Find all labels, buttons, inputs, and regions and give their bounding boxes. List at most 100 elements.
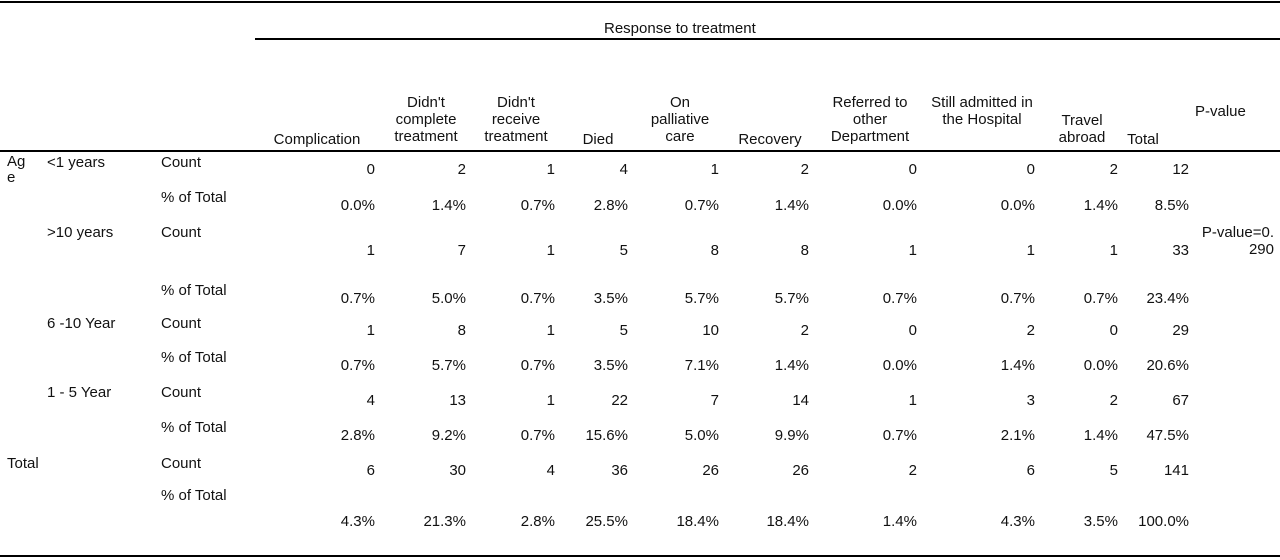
count-cell: 2 [800,161,809,178]
row-variable-label: Age [7,153,26,186]
percent-cell: 0.7% [520,357,555,374]
col-header-total: Total [1127,131,1159,148]
count-cell: 1 [908,392,917,409]
percent-cell: 1.4% [882,513,917,530]
col-header-didnt-complete: Didn't complete treatment [394,94,458,145]
count-cell: 5 [619,242,628,259]
percent-cell: 0.0% [1000,197,1035,214]
percent-cell: 0.7% [520,290,555,307]
percent-cell: 2.8% [340,427,375,444]
col-header-palliative: On palliative care [650,94,710,145]
col-header-didnt-receive: Didn't receive treatment [484,94,548,145]
count-cell: 14 [792,392,809,409]
count-cell: 7 [710,392,719,409]
count-cell: 5 [619,322,628,339]
count-cell: 5 [1109,462,1118,479]
count-cell: 29 [1172,322,1189,339]
percent-cell: 0.7% [1000,290,1035,307]
col-header-still-admitted: Still admitted in the Hospital [931,94,1033,128]
count-cell: 6 [366,462,375,479]
count-cell: 10 [702,322,719,339]
count-cell: 0 [1109,322,1118,339]
percent-cell: 1.4% [431,197,466,214]
percent-cell: 2.8% [520,513,555,530]
percent-cell: 2.8% [593,197,628,214]
count-cell: 2 [1109,392,1118,409]
percent-cell: 20.6% [1146,357,1189,374]
percent-cell: 9.2% [431,427,466,444]
percent-cell: 0.7% [1083,290,1118,307]
percent-cell: 0.7% [882,290,917,307]
percent-cell: 100.0% [1138,513,1189,530]
stat-label-count: Count [161,315,202,332]
stat-label-pct: % of Total [161,487,227,504]
percent-cell: 3.5% [593,357,628,374]
percent-cell: 0.0% [882,357,917,374]
col-header-complication: Complication [273,131,361,148]
count-cell: 1 [366,322,375,339]
count-cell: 1 [1109,242,1118,259]
count-cell: 0 [908,322,917,339]
percent-cell: 5.7% [684,290,719,307]
count-cell: 1 [546,392,555,409]
count-cell: 1 [546,242,555,259]
count-cell: 2 [457,161,466,178]
table-top-rule [0,1,1280,3]
percent-cell: 0.7% [340,357,375,374]
percent-cell: 1.4% [774,197,809,214]
col-header-referred: Referred to other Department [830,94,910,145]
group-label-1-5: 1 - 5 Year [47,384,112,401]
percent-cell: 0.0% [1083,357,1118,374]
count-cell: 8 [800,242,809,259]
count-cell: 6 [1026,462,1035,479]
percent-cell: 4.3% [1000,513,1035,530]
count-cell: 30 [449,462,466,479]
percent-cell: 3.5% [1083,513,1118,530]
stat-label-pct: % of Total [161,419,227,436]
percent-cell: 1.4% [1000,357,1035,374]
spanner-header: Response to treatment [604,20,756,37]
percent-cell: 15.6% [585,427,628,444]
percent-cell: 2.1% [1000,427,1035,444]
count-cell: 22 [611,392,628,409]
percent-cell: 4.3% [340,513,375,530]
stat-label-pct: % of Total [161,349,227,366]
percent-cell: 7.1% [684,357,719,374]
count-cell: 1 [366,242,375,259]
percent-cell: 25.5% [585,513,628,530]
percent-cell: 3.5% [593,290,628,307]
percent-cell: 0.0% [882,197,917,214]
total-row-label: Total [7,455,39,472]
percent-cell: 0.7% [340,290,375,307]
count-cell: 141 [1163,462,1189,479]
header-bottom-rule [0,150,1280,152]
percent-cell: 0.7% [520,197,555,214]
spanner-rule [255,38,1280,40]
count-cell: 4 [366,392,375,409]
count-cell: 0 [1026,161,1035,178]
count-cell: 1 [710,161,719,178]
percent-cell: 0.7% [684,197,719,214]
count-cell: 0 [908,161,917,178]
count-cell: 3 [1026,392,1035,409]
percent-cell: 9.9% [774,427,809,444]
percent-cell: 0.7% [520,427,555,444]
table-bottom-rule [0,555,1280,557]
count-cell: 8 [457,322,466,339]
count-cell: 12 [1172,161,1189,178]
count-cell: 8 [710,242,719,259]
count-cell: 2 [908,462,917,479]
col-header-travel-abroad: Travel abroad [1058,112,1106,146]
percent-cell: 5.0% [431,290,466,307]
percent-cell: 5.7% [431,357,466,374]
group-label-6-10: 6 -10 Year [47,315,116,332]
stat-label-pct: % of Total [161,189,227,206]
stat-label-pct: % of Total [161,282,227,299]
percent-cell: 5.7% [774,290,809,307]
count-cell: 36 [611,462,628,479]
count-cell: 1 [908,242,917,259]
count-cell: 4 [546,462,555,479]
stat-label-count: Count [161,384,202,401]
percent-cell: 0.0% [340,197,375,214]
count-cell: 7 [457,242,466,259]
